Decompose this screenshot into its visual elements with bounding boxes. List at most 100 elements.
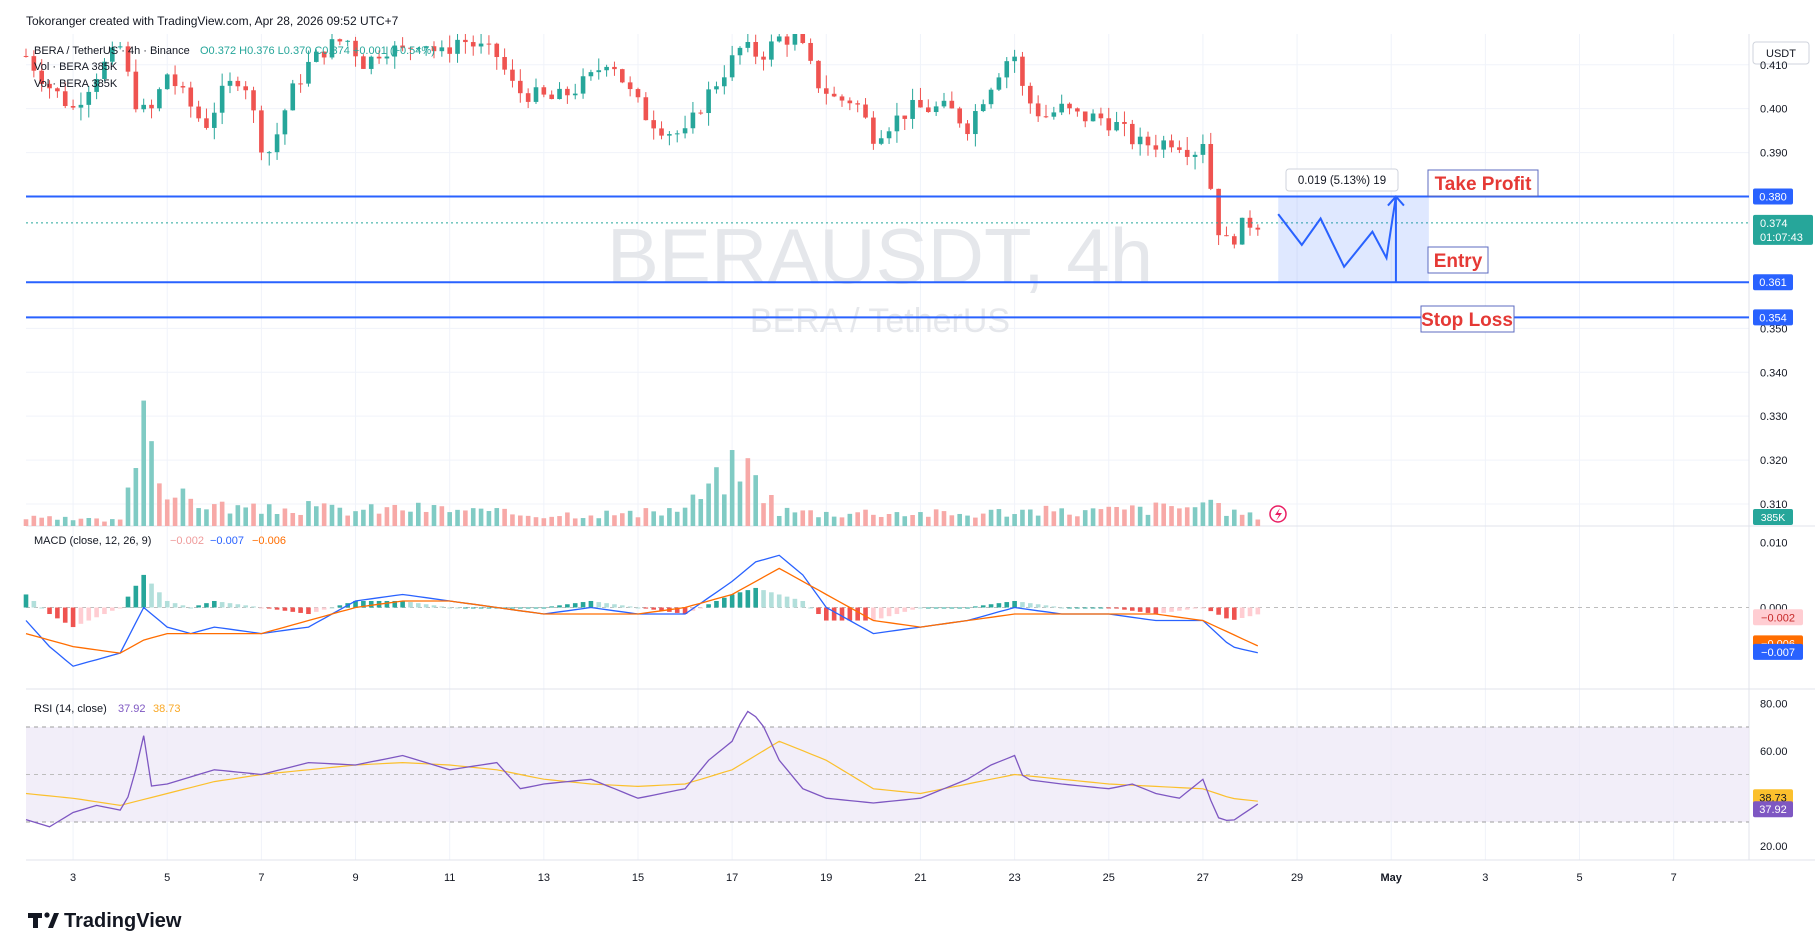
macd-hist-bar [682,607,688,615]
candle-body [180,86,186,88]
candle-body [965,123,970,135]
macd-hist-bar [706,604,711,608]
candle-body [973,111,978,135]
volume-bar [219,501,225,526]
candle-body [102,61,107,79]
candle-body [1075,108,1080,112]
candle [886,127,892,144]
macd-hist-bar [1216,607,1221,615]
macd-hist-bar [800,600,806,608]
time-tick: 5 [164,872,170,884]
candle [423,45,429,56]
candle [447,35,452,63]
entry-label[interactable]: Entry [1427,246,1489,274]
candle [604,64,609,77]
price-tick: 0.340 [1760,367,1788,379]
candle [761,51,766,71]
candle [314,49,319,63]
candle [1027,82,1033,114]
macd-legend: MACD (close, 12, 26, 9) −0.002 −0.007 −0… [34,535,286,547]
candle [572,83,578,100]
macd-hist-bar [1020,602,1025,608]
rsi-axis[interactable]: 80.00 60.00 20.00 [1760,698,1788,853]
macd-hist-bar [674,607,680,613]
macd-hist-bar [298,607,303,613]
volume-bar [627,510,633,526]
time-axis[interactable]: 3 5 7 9 11 13 15 17 19 21 23 25 27 29 May 3 5 7 [70,872,1677,884]
lightning-icon[interactable] [1269,505,1287,523]
candle [871,111,876,150]
volume-bar [117,519,123,526]
last-price-tag: 0.374 01:07:43 [1753,214,1813,245]
macd-hist-bar [1106,607,1112,609]
macd-hist-bar [306,607,311,615]
candle-body [557,88,562,100]
time-tick: 3 [1482,872,1488,884]
macd-hist-bar [769,592,774,608]
take-profit-label[interactable]: Take Profit [1427,169,1539,197]
candle-body [651,120,656,129]
candle-body [1098,113,1104,119]
candle-body [902,115,908,119]
candle [400,37,405,52]
macd-hist-bar [510,607,515,609]
macd-hist-bar [878,607,884,619]
candle [525,88,531,109]
macd-hist-bar [918,607,923,609]
currency-badge[interactable]: USDT [1752,41,1810,65]
candle-body [706,89,711,114]
candle-body [463,39,468,43]
rsi-legend-value: 37.92 [118,703,146,715]
time-tick: 29 [1291,872,1303,884]
candle-body [533,87,539,102]
candle [39,59,44,92]
candle [588,69,594,81]
candle-body [784,36,790,45]
candle-body [541,87,547,95]
macd-hist-bar [486,607,492,609]
candle-body [714,86,719,90]
candle [23,48,29,58]
volume-bar [604,510,609,526]
volume-bar [1067,514,1072,526]
candle [737,46,743,65]
volume-bar [149,441,154,526]
tradingview-logo[interactable]: TradingView [28,910,182,932]
macd-hist-bar [1043,605,1049,608]
candle [1129,119,1135,150]
macd-tag [1753,643,1803,660]
volume-bar [1020,509,1025,526]
currency-label: USDT [1766,48,1796,60]
candle [824,75,829,105]
candle-body [737,47,743,56]
candle-body [1106,118,1112,131]
price-axis[interactable]: 0.410 0.400 0.390 0.350 0.340 0.330 0.320 0.310 [1760,60,1788,511]
macd-hist-bar [925,607,931,609]
projection-box[interactable] [1278,196,1429,283]
macd-hist-bar [729,594,735,608]
price-pane[interactable] [26,34,1749,526]
macd-hist-bar [180,605,186,608]
macd-hist-bar [596,602,602,608]
stop-loss-label[interactable]: Stop Loss [1420,305,1515,333]
candle-body [776,36,782,42]
candle [47,80,52,99]
candle [863,98,868,119]
candle [94,73,99,100]
macd-legend-macd: −0.007 [210,535,244,547]
candle [1239,217,1245,245]
volume-bar [729,450,735,526]
candle [612,61,617,76]
volume-bar [1137,506,1143,526]
macd-hist-bar [1247,607,1253,617]
volume-bar [510,514,515,526]
projection-path[interactable] [1277,196,1397,269]
candle-body [141,104,146,110]
volume-bar [1208,499,1214,526]
candle-body [667,134,672,136]
macd-hist-bar [455,607,460,609]
candle-body [588,72,594,77]
macd-hist-bar [643,607,649,609]
